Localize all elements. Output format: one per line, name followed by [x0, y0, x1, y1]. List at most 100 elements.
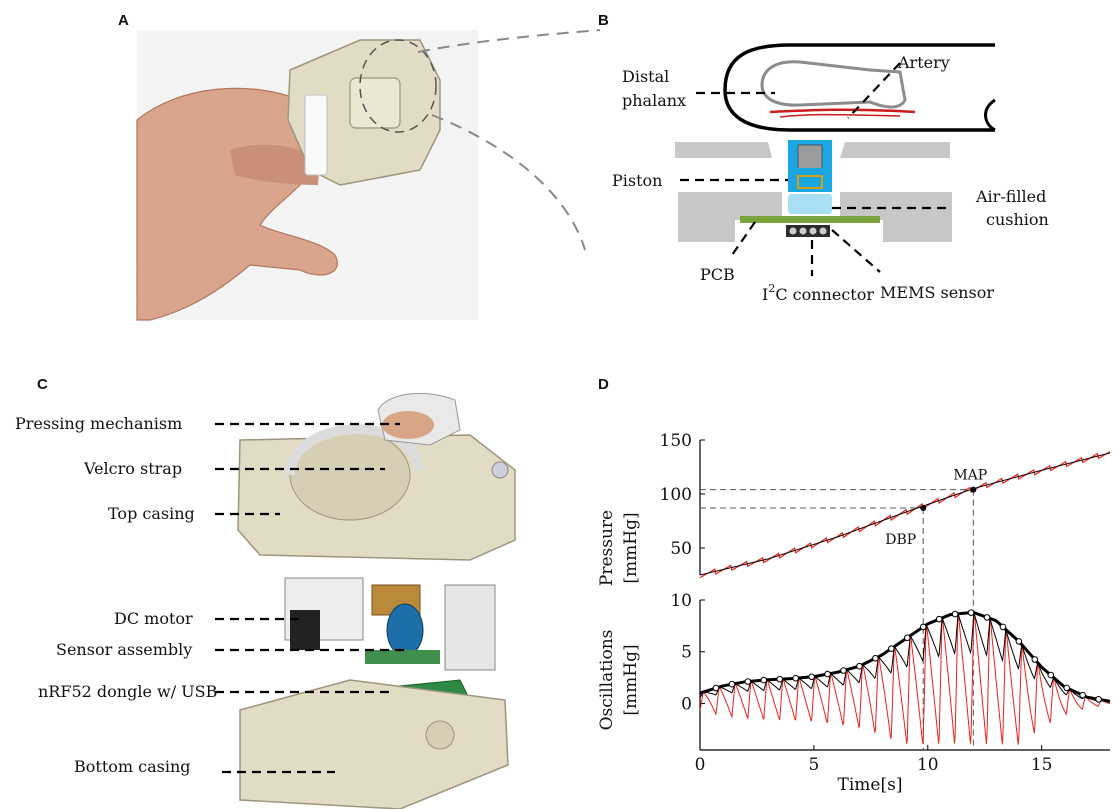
peak-marker — [728, 680, 736, 688]
pressure-trace-smooth — [699, 452, 1111, 576]
hand — [136, 87, 338, 321]
lower-frame-right — [840, 192, 952, 242]
marker-point-dbp — [920, 505, 927, 512]
peak-marker — [1063, 684, 1071, 692]
panel-letter-a: A — [118, 12, 129, 29]
peak-marker — [808, 673, 815, 681]
annotation-dbp: DBP — [885, 532, 916, 548]
c-label-bottom-casing: Bottom casing — [74, 757, 191, 776]
nail-tip — [984, 98, 996, 132]
peak-marker — [1047, 671, 1055, 679]
peak-marker — [872, 654, 879, 662]
peak-marker — [919, 623, 927, 631]
panel-letter-c: C — [37, 376, 48, 393]
annotation-map: MAP — [953, 468, 987, 484]
zoom-line-upper — [417, 29, 600, 53]
osc-ytick-label: 10 — [670, 591, 692, 611]
peak-marker — [935, 615, 943, 623]
label-i2c: I2C connector — [762, 282, 874, 304]
peak-marker — [824, 670, 831, 678]
i2c-connector-pins — [786, 225, 830, 237]
peak-marker — [792, 674, 799, 682]
oscillation-trace-black — [699, 612, 1111, 703]
osc-ylabel-1: Oscillations — [597, 630, 617, 731]
peak-marker — [840, 667, 847, 674]
c-label-sensor-assembly: Sensor assembly — [56, 640, 192, 659]
panel-c-exploded-view: Pressing mechanism Velcro strap Top casi… — [15, 392, 516, 809]
peak-marker — [1095, 696, 1102, 703]
panel-letter-b: B — [598, 12, 609, 29]
label-artery: Artery — [897, 53, 950, 72]
peak-marker — [999, 623, 1007, 631]
label-distal: Distal — [622, 67, 669, 86]
velcro-strap — [304, 94, 328, 176]
pressure-ytick-label: 50 — [670, 539, 692, 559]
finger-lower — [230, 144, 320, 185]
panel-a-photo — [136, 29, 600, 321]
peak-marker — [1031, 656, 1039, 663]
motor-face — [290, 610, 320, 650]
panel-letter-d: D — [598, 376, 609, 393]
osc-ytick-label: 0 — [681, 694, 692, 714]
bottom-casing — [239, 679, 509, 809]
artery-branch — [779, 113, 901, 118]
label-piston: Piston — [612, 171, 662, 190]
pcb-board — [740, 216, 880, 223]
peak-marker — [1079, 691, 1086, 699]
air-cushion — [788, 194, 832, 214]
peak-marker — [983, 614, 991, 621]
sensor-pcb — [365, 650, 440, 664]
top-casing-screw — [491, 461, 509, 479]
lower-frame-left — [678, 192, 782, 242]
peak-marker — [888, 645, 895, 652]
envelope-curve — [699, 610, 1111, 703]
label-pcb: PCB — [700, 265, 735, 284]
label-mems: MEMS sensor — [880, 283, 994, 302]
i2c-superscript: 2 — [768, 282, 775, 295]
osc-ytick-label: 5 — [681, 643, 692, 663]
leader-lines — [680, 62, 950, 276]
c-leader-lines — [215, 422, 405, 774]
peak-marker — [744, 678, 752, 685]
i2c-prefix: I — [762, 285, 768, 304]
c-label-velcro-strap: Velcro strap — [83, 459, 182, 478]
peak-marker — [967, 609, 975, 616]
piston-gold — [797, 175, 823, 189]
xtick-label: 0 — [695, 755, 706, 775]
pressure-ylabel-2: [mmHg] — [621, 512, 641, 583]
pressure-trace-red — [699, 451, 1111, 579]
pressure-ylabel-1: Pressure — [597, 510, 617, 586]
peak-marker — [776, 675, 784, 683]
device-button — [349, 77, 401, 129]
side-bracket — [444, 584, 496, 671]
bottom-casing-post — [425, 720, 455, 750]
peak-marker — [856, 662, 863, 670]
peak-marker — [760, 676, 768, 684]
zoom-circle — [359, 39, 437, 133]
pressure-ytick-label: 100 — [660, 485, 692, 505]
finger-outline — [723, 43, 995, 132]
marker-point-map — [970, 486, 977, 493]
xtick-label: 15 — [1031, 755, 1053, 775]
peak-marker — [1015, 638, 1023, 645]
label-phalanx: phalanx — [622, 91, 686, 110]
panel-d-chart: Pressure [mmHg] Oscillations [mmHg] Time… — [597, 431, 1111, 795]
c-label-dc-motor: DC motor — [114, 609, 193, 628]
xtick-label: 5 — [808, 755, 819, 775]
peak-marker — [951, 610, 959, 618]
oscillation-trace-red — [699, 610, 1111, 745]
label-cushion: cushion — [986, 210, 1049, 229]
osc-ylabel-2: [mmHg] — [621, 644, 641, 715]
upper-frame-right — [840, 142, 950, 158]
sensor-assembly-part — [386, 603, 424, 657]
velcro-strap-loop — [285, 424, 425, 476]
zoom-line-lower — [431, 114, 586, 251]
label-air-filled: Air-filled — [975, 187, 1046, 206]
c-label-top-casing: Top casing — [108, 504, 195, 523]
upper-frame — [675, 142, 772, 158]
pressure-ytick-label: 150 — [660, 431, 692, 451]
distal-phalanx-bone — [760, 60, 907, 109]
peak-marker — [903, 634, 911, 642]
peak-marker — [712, 684, 720, 692]
c-label-nrf52-dongle: nRF52 dongle w/ USB — [38, 682, 217, 701]
